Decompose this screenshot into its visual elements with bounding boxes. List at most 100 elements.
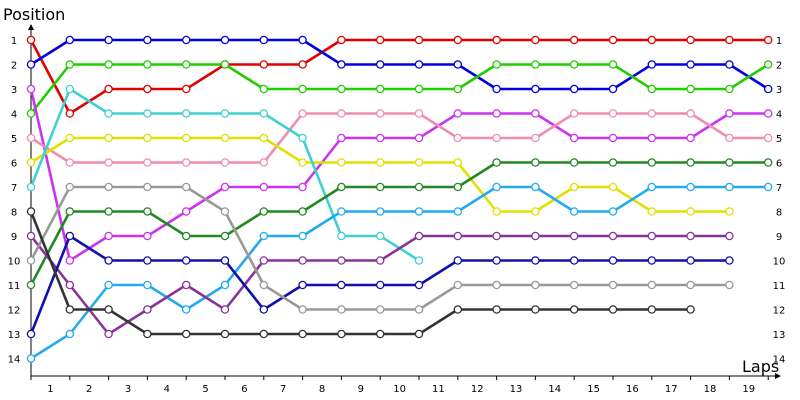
series-point-3	[725, 84, 734, 94]
series-point-5	[65, 158, 75, 167]
x-tick-label: 15	[587, 384, 600, 395]
y-tick-label-left: 1	[11, 36, 17, 47]
series-point-3	[26, 109, 36, 118]
series-point-5	[104, 158, 113, 167]
x-tick-label: 14	[548, 384, 561, 395]
series-point-6	[686, 207, 695, 216]
series-point-4	[65, 256, 75, 265]
series-point-11	[375, 280, 385, 290]
series-point-11	[608, 256, 618, 265]
series-point-10	[298, 256, 307, 265]
series-point-3	[492, 60, 501, 69]
series-point-12	[725, 280, 734, 290]
series-point-10	[725, 231, 734, 241]
series-point-9	[26, 280, 36, 290]
series-point-9	[298, 207, 307, 216]
series-point-4	[686, 133, 695, 143]
series-point-2	[647, 60, 657, 69]
x-tick-label: 1	[47, 384, 53, 395]
series-point-13	[337, 329, 346, 339]
series-point-1	[181, 84, 191, 94]
series-point-8	[763, 182, 773, 192]
series-point-10	[181, 280, 191, 290]
series-point-3	[453, 84, 463, 94]
series-point-10	[26, 231, 36, 241]
series-point-1	[763, 35, 773, 45]
series-line-5	[30, 112, 769, 164]
series-point-11	[492, 256, 501, 265]
series-point-13	[298, 329, 307, 339]
series-point-11	[259, 305, 269, 314]
series-line-1	[29, 38, 769, 115]
series-point-5	[569, 109, 579, 118]
series-point-4	[337, 133, 346, 143]
series-point-9	[647, 158, 657, 167]
series-point-7	[181, 109, 191, 118]
series-point-1	[143, 84, 152, 94]
series-point-3	[259, 84, 269, 94]
y-tick-label-right: 11	[773, 281, 786, 292]
y-tick-label-right: 14	[773, 355, 786, 366]
series-point-4	[143, 231, 152, 241]
series-point-13	[259, 329, 269, 339]
series-point-4	[647, 133, 657, 143]
series-point-10	[337, 256, 346, 265]
series-point-8	[298, 231, 307, 241]
series-point-10	[259, 256, 269, 265]
y-tick-label-left: 4	[11, 110, 17, 121]
series-point-3	[647, 84, 657, 94]
series-line-6	[30, 136, 730, 213]
y-tick-label-right: 10	[773, 257, 786, 268]
series-point-8	[259, 231, 269, 241]
series-point-2	[608, 84, 618, 94]
y-tick-label-left: 11	[8, 281, 21, 292]
series-point-2	[298, 35, 307, 45]
series-point-12	[220, 207, 230, 216]
series-point-10	[220, 305, 230, 314]
series-point-2	[375, 60, 385, 69]
series-point-7	[259, 109, 269, 118]
series-point-3	[569, 60, 579, 69]
series-point-11	[531, 256, 540, 265]
series-point-12	[104, 182, 113, 192]
series-point-4	[181, 207, 191, 216]
series-point-12	[453, 280, 463, 290]
x-axis-title: Laps	[742, 357, 779, 376]
series-point-3	[220, 60, 230, 69]
series-point-4	[492, 109, 501, 118]
series-point-3	[414, 84, 424, 94]
series-point-2	[337, 60, 346, 69]
series-point-1	[686, 35, 695, 45]
series-point-12	[414, 305, 424, 314]
series-point-11	[569, 256, 579, 265]
series-point-4	[104, 231, 113, 241]
series-point-6	[259, 133, 269, 143]
series-point-2	[569, 84, 579, 94]
series-point-2	[725, 60, 734, 69]
series-point-10	[65, 280, 75, 290]
x-tick-label: 8	[319, 384, 325, 395]
series-point-5	[298, 109, 307, 118]
x-tick-label: 17	[665, 384, 678, 395]
series-point-9	[181, 231, 191, 241]
series-point-11	[337, 280, 346, 290]
x-tick-label: 4	[164, 384, 170, 395]
series-point-3	[181, 60, 191, 69]
series-point-5	[337, 109, 346, 118]
series-point-10	[492, 231, 501, 241]
series-point-6	[647, 207, 657, 216]
series-point-10	[414, 231, 424, 241]
series-point-11	[181, 256, 191, 265]
series-point-8	[143, 280, 152, 290]
y-tick-label-left: 12	[8, 306, 21, 317]
series-point-1	[104, 84, 113, 94]
series-point-9	[259, 207, 269, 216]
series-point-11	[725, 256, 734, 265]
series-point-1	[492, 35, 501, 45]
series-point-4	[531, 109, 540, 118]
series-point-2	[763, 84, 773, 94]
series-point-6	[104, 133, 113, 143]
series-point-2	[686, 60, 695, 69]
series-point-6	[26, 158, 36, 167]
